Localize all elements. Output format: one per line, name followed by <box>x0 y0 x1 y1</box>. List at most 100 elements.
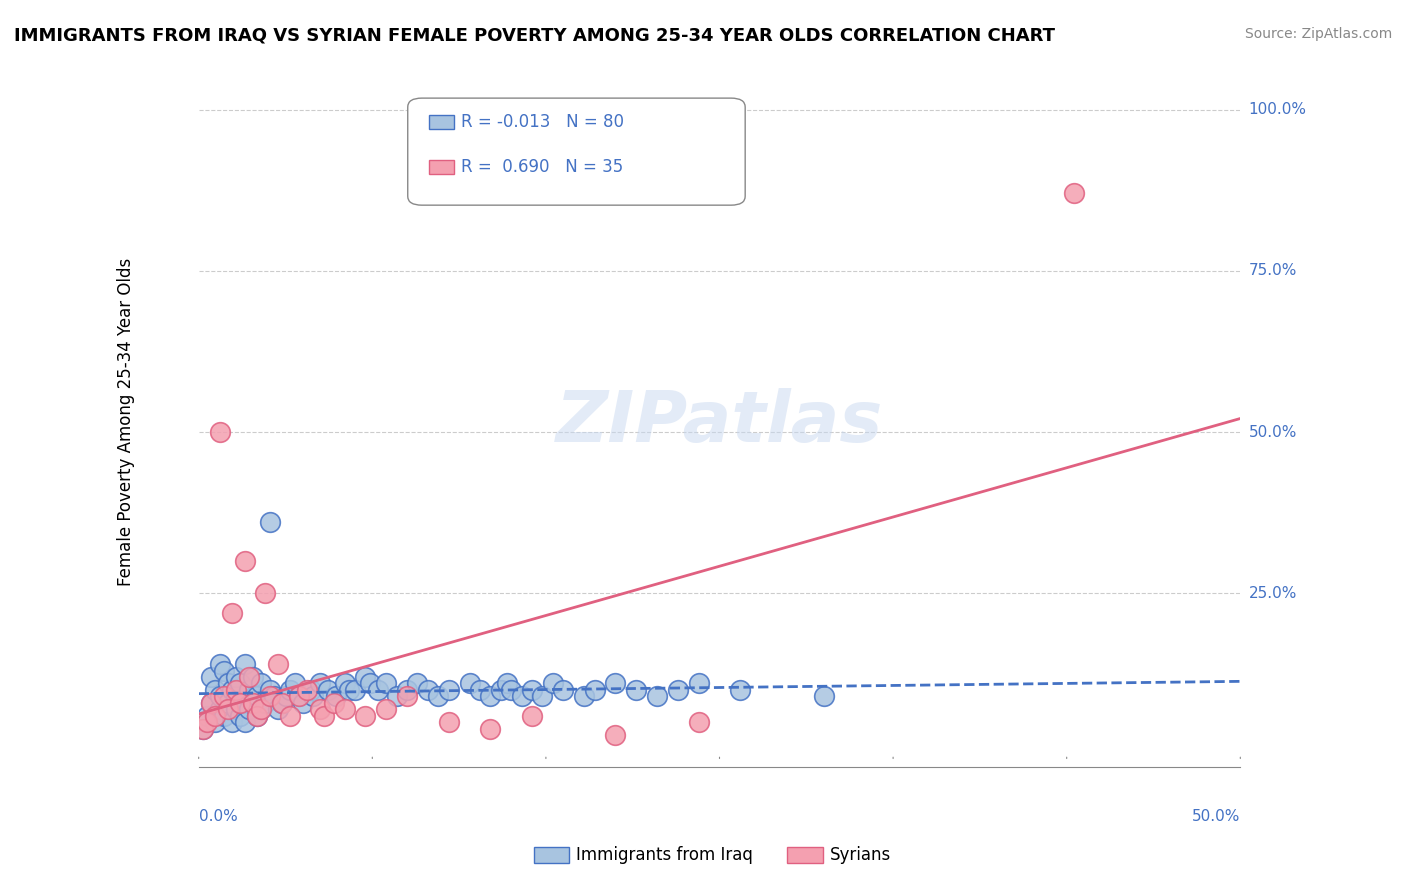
Text: 75.0%: 75.0% <box>1249 263 1296 278</box>
Point <box>242 696 264 710</box>
Point <box>287 690 309 704</box>
Point <box>302 690 325 704</box>
Point <box>496 676 519 690</box>
Point <box>354 708 377 723</box>
Point <box>225 670 247 684</box>
Point <box>375 702 398 716</box>
Point <box>212 664 235 678</box>
Point <box>217 696 239 710</box>
Point <box>221 606 243 620</box>
Point <box>195 708 218 723</box>
Point <box>208 425 231 439</box>
Text: Source: ZipAtlas.com: Source: ZipAtlas.com <box>1244 27 1392 41</box>
Point <box>323 696 346 710</box>
Point <box>813 690 835 704</box>
Point <box>375 676 398 690</box>
Point <box>367 682 389 697</box>
Point <box>200 696 222 710</box>
Text: IMMIGRANTS FROM IRAQ VS SYRIAN FEMALE POVERTY AMONG 25-34 YEAR OLDS CORRELATION : IMMIGRANTS FROM IRAQ VS SYRIAN FEMALE PO… <box>14 27 1054 45</box>
Point <box>312 708 335 723</box>
Point <box>267 702 290 716</box>
Point <box>208 657 231 672</box>
Text: R =  0.690   N = 35: R = 0.690 N = 35 <box>461 158 623 176</box>
Point <box>229 696 252 710</box>
Point <box>225 690 247 704</box>
Point <box>333 676 356 690</box>
Point <box>583 682 606 697</box>
Point <box>195 715 218 730</box>
Point <box>229 696 252 710</box>
Point <box>510 690 533 704</box>
Point <box>254 696 277 710</box>
Point <box>204 682 226 697</box>
Point <box>204 715 226 730</box>
Point <box>246 708 269 723</box>
Point <box>280 708 302 723</box>
Point <box>229 676 252 690</box>
Point <box>337 682 360 697</box>
Point <box>242 670 264 684</box>
Point <box>200 670 222 684</box>
Point <box>267 657 290 672</box>
Point <box>259 516 281 530</box>
Point <box>385 690 408 704</box>
Point <box>233 715 256 730</box>
Point <box>221 715 243 730</box>
Point <box>730 682 752 697</box>
Text: 50.0%: 50.0% <box>1192 809 1240 823</box>
Point <box>212 708 235 723</box>
Text: Immigrants from Iraq: Immigrants from Iraq <box>576 847 754 864</box>
Text: Female Poverty Among 25-34 Year Olds: Female Poverty Among 25-34 Year Olds <box>117 258 135 586</box>
Point <box>572 690 595 704</box>
Point <box>553 682 575 697</box>
Point <box>280 682 302 697</box>
Text: Syrians: Syrians <box>830 847 891 864</box>
Point <box>520 682 543 697</box>
Text: 0.0%: 0.0% <box>198 809 238 823</box>
Point <box>238 702 260 716</box>
Point <box>287 690 309 704</box>
Point <box>229 708 252 723</box>
Point <box>325 690 347 704</box>
Point <box>283 676 305 690</box>
Point <box>666 682 689 697</box>
Text: 50.0%: 50.0% <box>1249 425 1296 440</box>
Point <box>343 682 366 697</box>
Point <box>489 682 512 697</box>
Point <box>605 676 627 690</box>
Point <box>354 670 377 684</box>
Point <box>308 676 330 690</box>
Text: ZIPatlas: ZIPatlas <box>555 388 883 457</box>
Text: 25.0%: 25.0% <box>1249 586 1296 600</box>
Point <box>531 690 554 704</box>
Text: 100.0%: 100.0% <box>1249 103 1306 117</box>
Point <box>406 676 429 690</box>
Point <box>316 682 339 697</box>
Point <box>437 682 460 697</box>
Point <box>242 696 264 710</box>
Point <box>479 690 502 704</box>
Point <box>246 708 269 723</box>
Point <box>688 715 710 730</box>
Point <box>217 676 239 690</box>
Point <box>416 682 439 697</box>
Point <box>333 702 356 716</box>
Point <box>225 702 247 716</box>
Point <box>479 722 502 736</box>
Point <box>271 696 294 710</box>
Point <box>208 690 231 704</box>
Point <box>308 702 330 716</box>
Point <box>233 554 256 568</box>
Text: R = -0.013   N = 80: R = -0.013 N = 80 <box>461 113 624 131</box>
Point <box>645 690 668 704</box>
Point <box>208 702 231 716</box>
Point <box>437 715 460 730</box>
Point <box>291 696 314 710</box>
Point <box>204 708 226 723</box>
Point <box>395 682 418 697</box>
Point <box>458 676 481 690</box>
Point <box>688 676 710 690</box>
Point <box>217 702 239 716</box>
Point <box>427 690 450 704</box>
Point <box>238 670 260 684</box>
